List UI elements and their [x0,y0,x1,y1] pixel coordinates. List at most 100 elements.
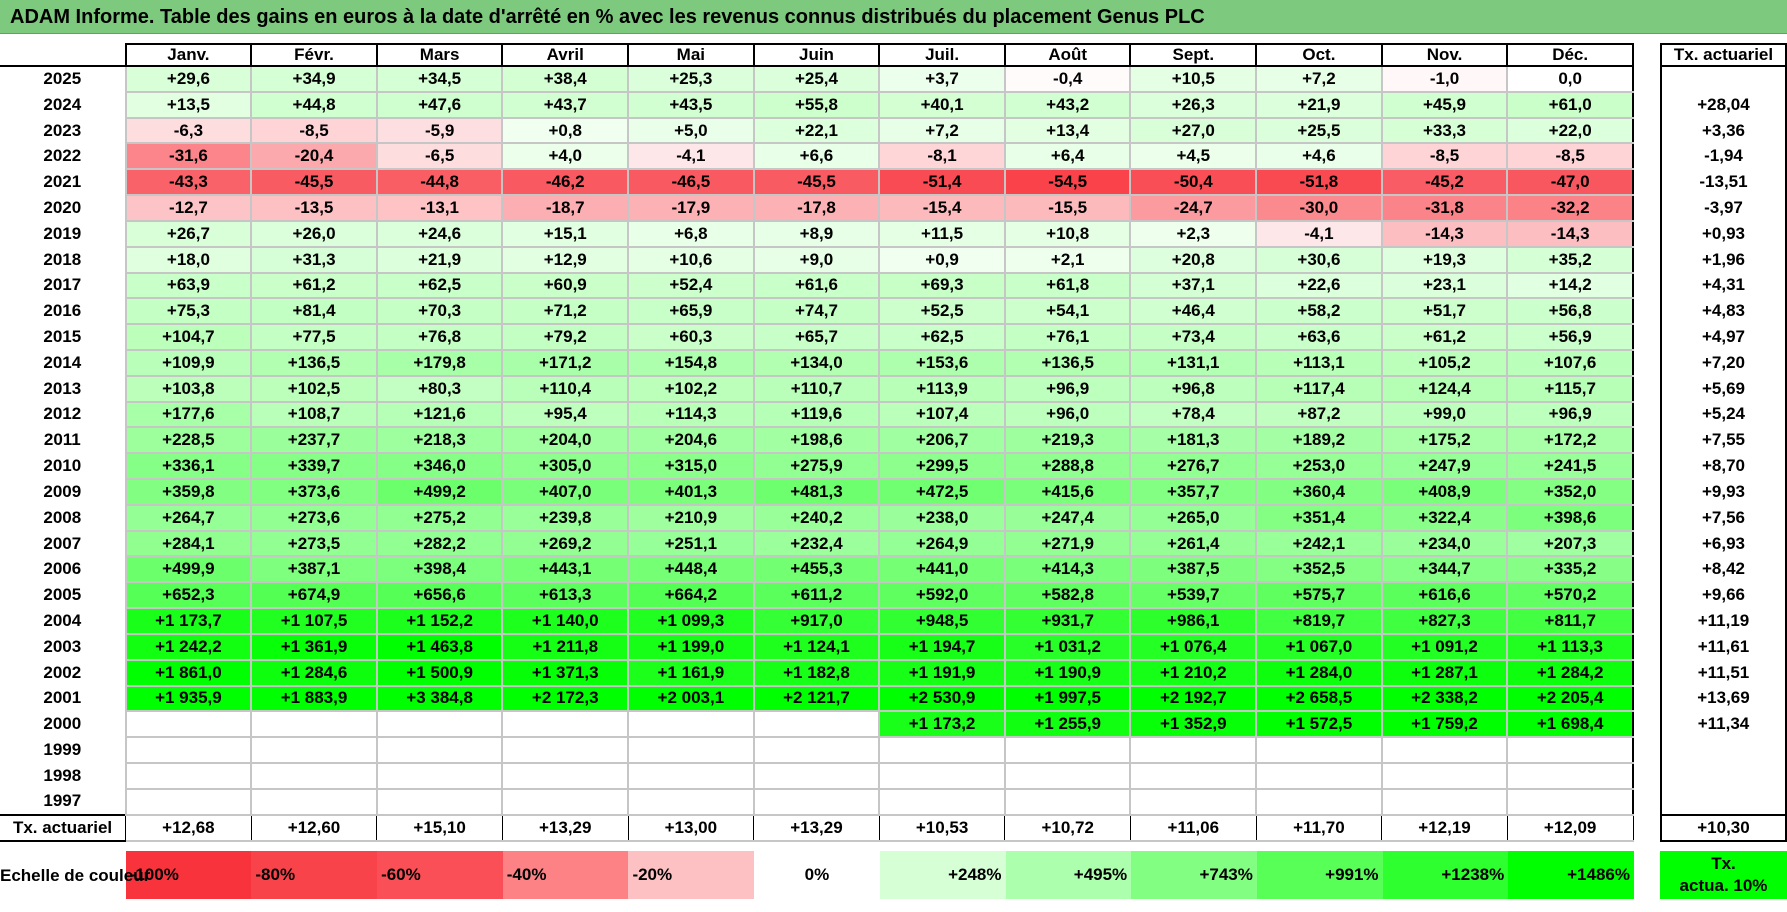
table-row: 2006 +499,9 +387,1 +398,4 +443,1 +448,4 +455,3… [0,555,1634,584]
gain-cell: +811,7 [1506,607,1634,635]
gain-cell [1255,736,1383,764]
gain-cell: +189,2 [1255,426,1383,455]
gain-cell [375,710,504,739]
gain-cell: -50,4 [1129,168,1258,197]
gain-cell: +1 107,5 [250,607,378,635]
year-label: 2010 [43,456,82,476]
gain-cell: +136,5 [250,348,378,377]
gain-cell: -6,3 [124,116,253,145]
gain-cell: +110,7 [752,374,881,403]
gain-cell: -5,9 [375,116,504,145]
year-label: 2003 [43,636,82,656]
gain-cell [501,761,630,790]
gain-cell: +2,3 [1129,219,1258,248]
gain-cell: +273,6 [250,503,378,532]
gain-cell: +56,9 [1506,323,1634,351]
gain-cell: +81,4 [250,297,378,326]
gain-cell: +26,7 [124,219,253,248]
gain-cell: -46,5 [627,168,755,197]
gain-cell: +60,3 [627,323,755,351]
gain-cell [627,736,755,764]
gain-cell: +1 287,1 [1380,658,1509,687]
gain-cell: +43,2 [1003,90,1132,119]
annual-header: Tx. actuariel [1660,43,1787,67]
gain-cell: -18,7 [501,194,630,222]
table-row: 2022 -31,6 -20,4 -6,5 +4,0 -4,1 +6,6 -8,1 +6,4 +4… [0,142,1634,171]
gain-cell: +63,9 [124,271,253,300]
annual-rate-column: Tx. actuariel +28,04 +3,36 -1,94 -13,51 -3,9… [1660,43,1787,842]
gain-cell: -47,0 [1506,168,1634,197]
gain-cell [501,736,630,764]
year-label: 2015 [43,327,82,347]
gain-cell: -8,5 [250,116,378,145]
gain-cell [375,787,504,817]
gain-cell: +265,0 [1129,503,1258,532]
table-row: 2002 +1 861,0 +1 284,6 +1 500,9 +1 371,3 +1 1… [0,658,1634,687]
year-label: 2012 [43,404,82,424]
gain-cell: +113,9 [878,374,1006,403]
gain-cell: +11,5 [878,219,1006,248]
gain-cell: -8,5 [1506,142,1634,171]
gain-cell: +78,4 [1129,400,1258,429]
annual-rate-cell: +5,24 [1660,401,1787,428]
gain-cell: +62,5 [878,323,1006,351]
gain-cell: +656,6 [375,581,504,610]
gain-cell: +986,1 [1129,607,1258,635]
gain-cell: +10,5 [1129,65,1258,93]
gain-cell: +251,1 [627,529,755,558]
annual-rate-cell: +7,55 [1660,427,1787,454]
gain-cell: +51,7 [1380,297,1509,326]
gain-cell: +107,6 [1506,348,1634,377]
gain-cell: +441,0 [878,555,1006,584]
gain-cell: +1 199,0 [627,632,755,661]
gain-cell: +21,9 [1255,90,1383,119]
annual-rate-cell: +1,96 [1660,246,1787,273]
color-scale-stop: +248% [879,847,1006,907]
gain-cell: -14,3 [1380,219,1509,248]
gain-cell: -30,0 [1255,194,1383,222]
gain-cell: +204,0 [501,426,630,455]
gain-cell: +105,2 [1380,348,1509,377]
gain-cell: +21,9 [375,245,504,274]
table-row: 2021 -43,3 -45,5 -44,8 -46,2 -46,5 -45,5 -51,4-… [0,168,1634,197]
gain-cell: +1 284,2 [1506,658,1634,687]
gain-cell: +241,5 [1506,452,1634,480]
year-label: 2021 [43,172,82,192]
gain-cell: +322,4 [1380,503,1509,532]
gain-cell: +1 191,9 [878,658,1006,687]
gain-cell: +1 572,5 [1255,710,1383,739]
gain-cell: +1 211,8 [501,632,630,661]
gain-cell: +31,3 [250,245,378,274]
gain-cell [1506,761,1634,790]
table-row: 2019 +26,7 +26,0 +24,6 +15,1 +6,8 +8,9 +11,5 +10… [0,219,1634,248]
color-scale-stop: -60% [377,847,503,907]
year-label: 2024 [43,94,82,114]
gain-cell: +1 161,9 [627,658,755,687]
gain-cell: +47,6 [375,90,504,119]
gain-cell: +664,2 [627,581,755,610]
gain-cell: +1 883,9 [250,684,378,713]
gain-cell: +76,8 [375,323,504,351]
gain-cell: +1 371,3 [501,658,630,687]
gain-cell: +275,9 [752,452,881,480]
gain-cell: +228,5 [124,426,253,455]
gain-cell: +65,9 [627,297,755,326]
gain-cell: +23,1 [1380,271,1509,300]
footer-rate-cell: +12,68 [125,814,252,842]
gain-cell: +113,1 [1255,348,1383,377]
gain-cell: +2 172,3 [501,684,630,713]
annual-rate-legend-line1: Tx. [1711,854,1736,873]
gain-cell: +616,6 [1380,581,1509,610]
gain-cell: +73,4 [1129,323,1258,351]
gain-cell: +22,6 [1255,271,1383,300]
annual-rate-cell: +4,83 [1660,298,1787,325]
gain-cell: +2 338,2 [1380,684,1509,713]
gain-cell: +58,2 [1255,297,1383,326]
year-label: 2017 [43,275,82,295]
gain-cell: +339,7 [250,452,378,480]
gain-cell: -13,1 [375,194,504,222]
gain-cell: +96,9 [1506,400,1634,429]
gain-cell: -17,9 [627,194,755,222]
gain-cell [124,761,253,790]
gain-cell: +5,0 [627,116,755,145]
